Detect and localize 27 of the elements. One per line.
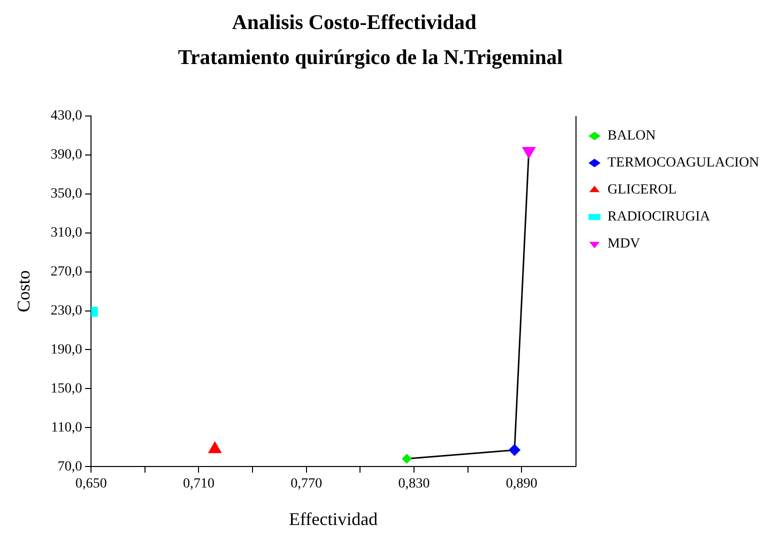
y-tick-label: 310,0 — [50, 226, 82, 241]
chart-title: Analisis Costo-Effectividad — [232, 10, 478, 35]
point — [522, 147, 536, 160]
x-tick-label: 0,770 — [290, 476, 322, 492]
y-tick-label: 190,0 — [50, 342, 82, 358]
y-tick-label: 350,0 — [50, 186, 82, 202]
legend-label: GLICEROL — [608, 182, 677, 198]
y-tick-label: 230,0 — [50, 303, 82, 318]
legend-label: TERMOCOAGULACION — [608, 156, 760, 171]
x-tick-label: 0,650 — [75, 476, 107, 492]
legend-label: BALON — [608, 128, 656, 144]
chart-subtitle: Tratamiento quirúrgico de la N.Trigeminal — [178, 45, 564, 70]
x-tick-label: 0,710 — [182, 476, 214, 492]
y-tick-label: 430,0 — [50, 108, 82, 124]
point — [508, 444, 520, 456]
point — [402, 454, 412, 464]
legend-label: MDV — [608, 236, 640, 252]
y-tick-label: 270,0 — [50, 264, 82, 280]
legend-label: RADIOCIRUGIA — [608, 210, 712, 225]
y-axis-title: Costo — [14, 270, 34, 312]
x-axis-title: Effectividad — [288, 508, 378, 529]
x-tick-label: 0,830 — [398, 476, 430, 492]
y-tick-label: 150,0 — [50, 381, 82, 396]
y-tick-label: 390,0 — [50, 148, 82, 163]
y-tick-label: 110,0 — [51, 420, 82, 436]
y-tick-label: 70,0 — [58, 459, 82, 474]
x-tick-label: 0,890 — [506, 476, 538, 492]
